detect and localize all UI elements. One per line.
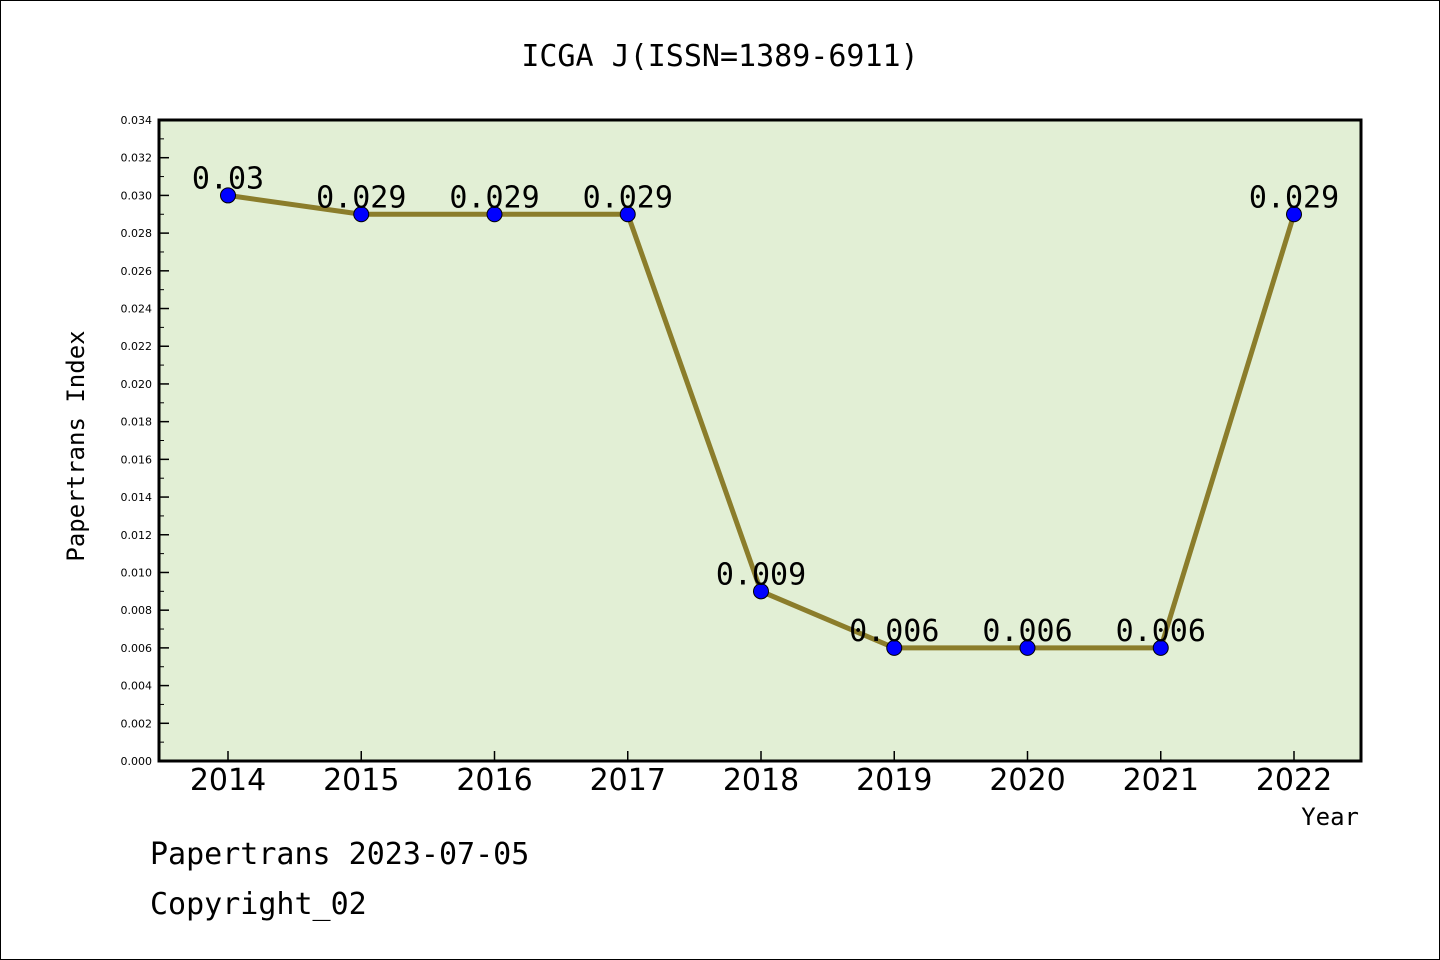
y-tick-label: 0.004	[121, 680, 153, 693]
data-point	[753, 583, 769, 600]
x-tick-label: 2020	[989, 763, 1065, 798]
x-tick-label: 2015	[323, 763, 399, 798]
data-label: 0.006	[1116, 614, 1206, 649]
y-axis: 0.000 0.002 0.004 0.006 0.008 0.010 0.012 0.014…	[121, 114, 169, 768]
x-tick-label: 2016	[456, 763, 532, 798]
x-axis: 2014 2015 2016 2017 2018 2019 2020 2021 2022	[190, 751, 1332, 798]
y-tick-label: 0.000	[121, 755, 153, 768]
y-tick-label: 0.012	[121, 529, 153, 542]
data-label: 0.009	[716, 557, 806, 592]
y-tick-label: 0.006	[121, 642, 153, 655]
y-tick-label: 0.002	[121, 717, 153, 730]
footer-copyright: Copyright_02	[150, 887, 367, 922]
y-tick-label: 0.014	[121, 491, 153, 504]
x-tick-label: 2022	[1256, 763, 1332, 798]
data-point	[486, 206, 503, 223]
y-tick-label: 0.030	[121, 189, 153, 202]
data-point	[353, 206, 370, 223]
y-tick-label: 0.016	[121, 453, 153, 466]
y-axis-label: Papertrans Index	[62, 330, 90, 561]
y-tick-label: 0.018	[121, 416, 153, 429]
y-tick-label: 0.022	[121, 340, 153, 353]
series: 0.03 0.029 0.029 0.029 0.009 0.006 0.006 0.006 0…	[192, 161, 1339, 656]
data-label: 0.029	[316, 180, 406, 215]
plot-area	[157, 118, 1363, 763]
data-label: 0.006	[982, 614, 1072, 649]
data-label: 0.006	[849, 614, 939, 649]
y-tick-label: 0.028	[121, 227, 153, 240]
data-label: 0.029	[583, 180, 673, 215]
data-point	[220, 187, 236, 204]
data-point	[886, 639, 903, 656]
data-point	[1286, 206, 1302, 223]
x-tick-label: 2021	[1123, 763, 1199, 798]
data-label: 0.029	[1249, 180, 1339, 215]
y-tick-label: 0.024	[121, 303, 153, 316]
data-point	[1152, 639, 1169, 656]
data-label: 0.029	[449, 180, 539, 215]
chart-title: ICGA J(ISSN=1389-6911)	[521, 39, 918, 74]
y-tick-label: 0.020	[121, 378, 153, 391]
x-tick-label: 2019	[856, 763, 932, 798]
x-tick-label: 2014	[190, 763, 266, 798]
y-tick-label: 0.026	[121, 265, 153, 278]
x-tick-label: 2017	[590, 763, 666, 798]
y-tick-label: 0.034	[121, 114, 153, 127]
y-tick-label: 0.010	[121, 566, 153, 579]
data-label: 0.03	[192, 161, 264, 196]
footer-source: Papertrans 2023-07-05	[150, 837, 529, 872]
x-axis-label: Year	[1301, 803, 1359, 831]
y-tick-label: 0.032	[121, 152, 153, 165]
y-tick-label: 0.008	[121, 604, 153, 617]
data-point	[619, 206, 636, 223]
x-tick-label: 2018	[723, 763, 799, 798]
data-point	[1019, 639, 1036, 656]
